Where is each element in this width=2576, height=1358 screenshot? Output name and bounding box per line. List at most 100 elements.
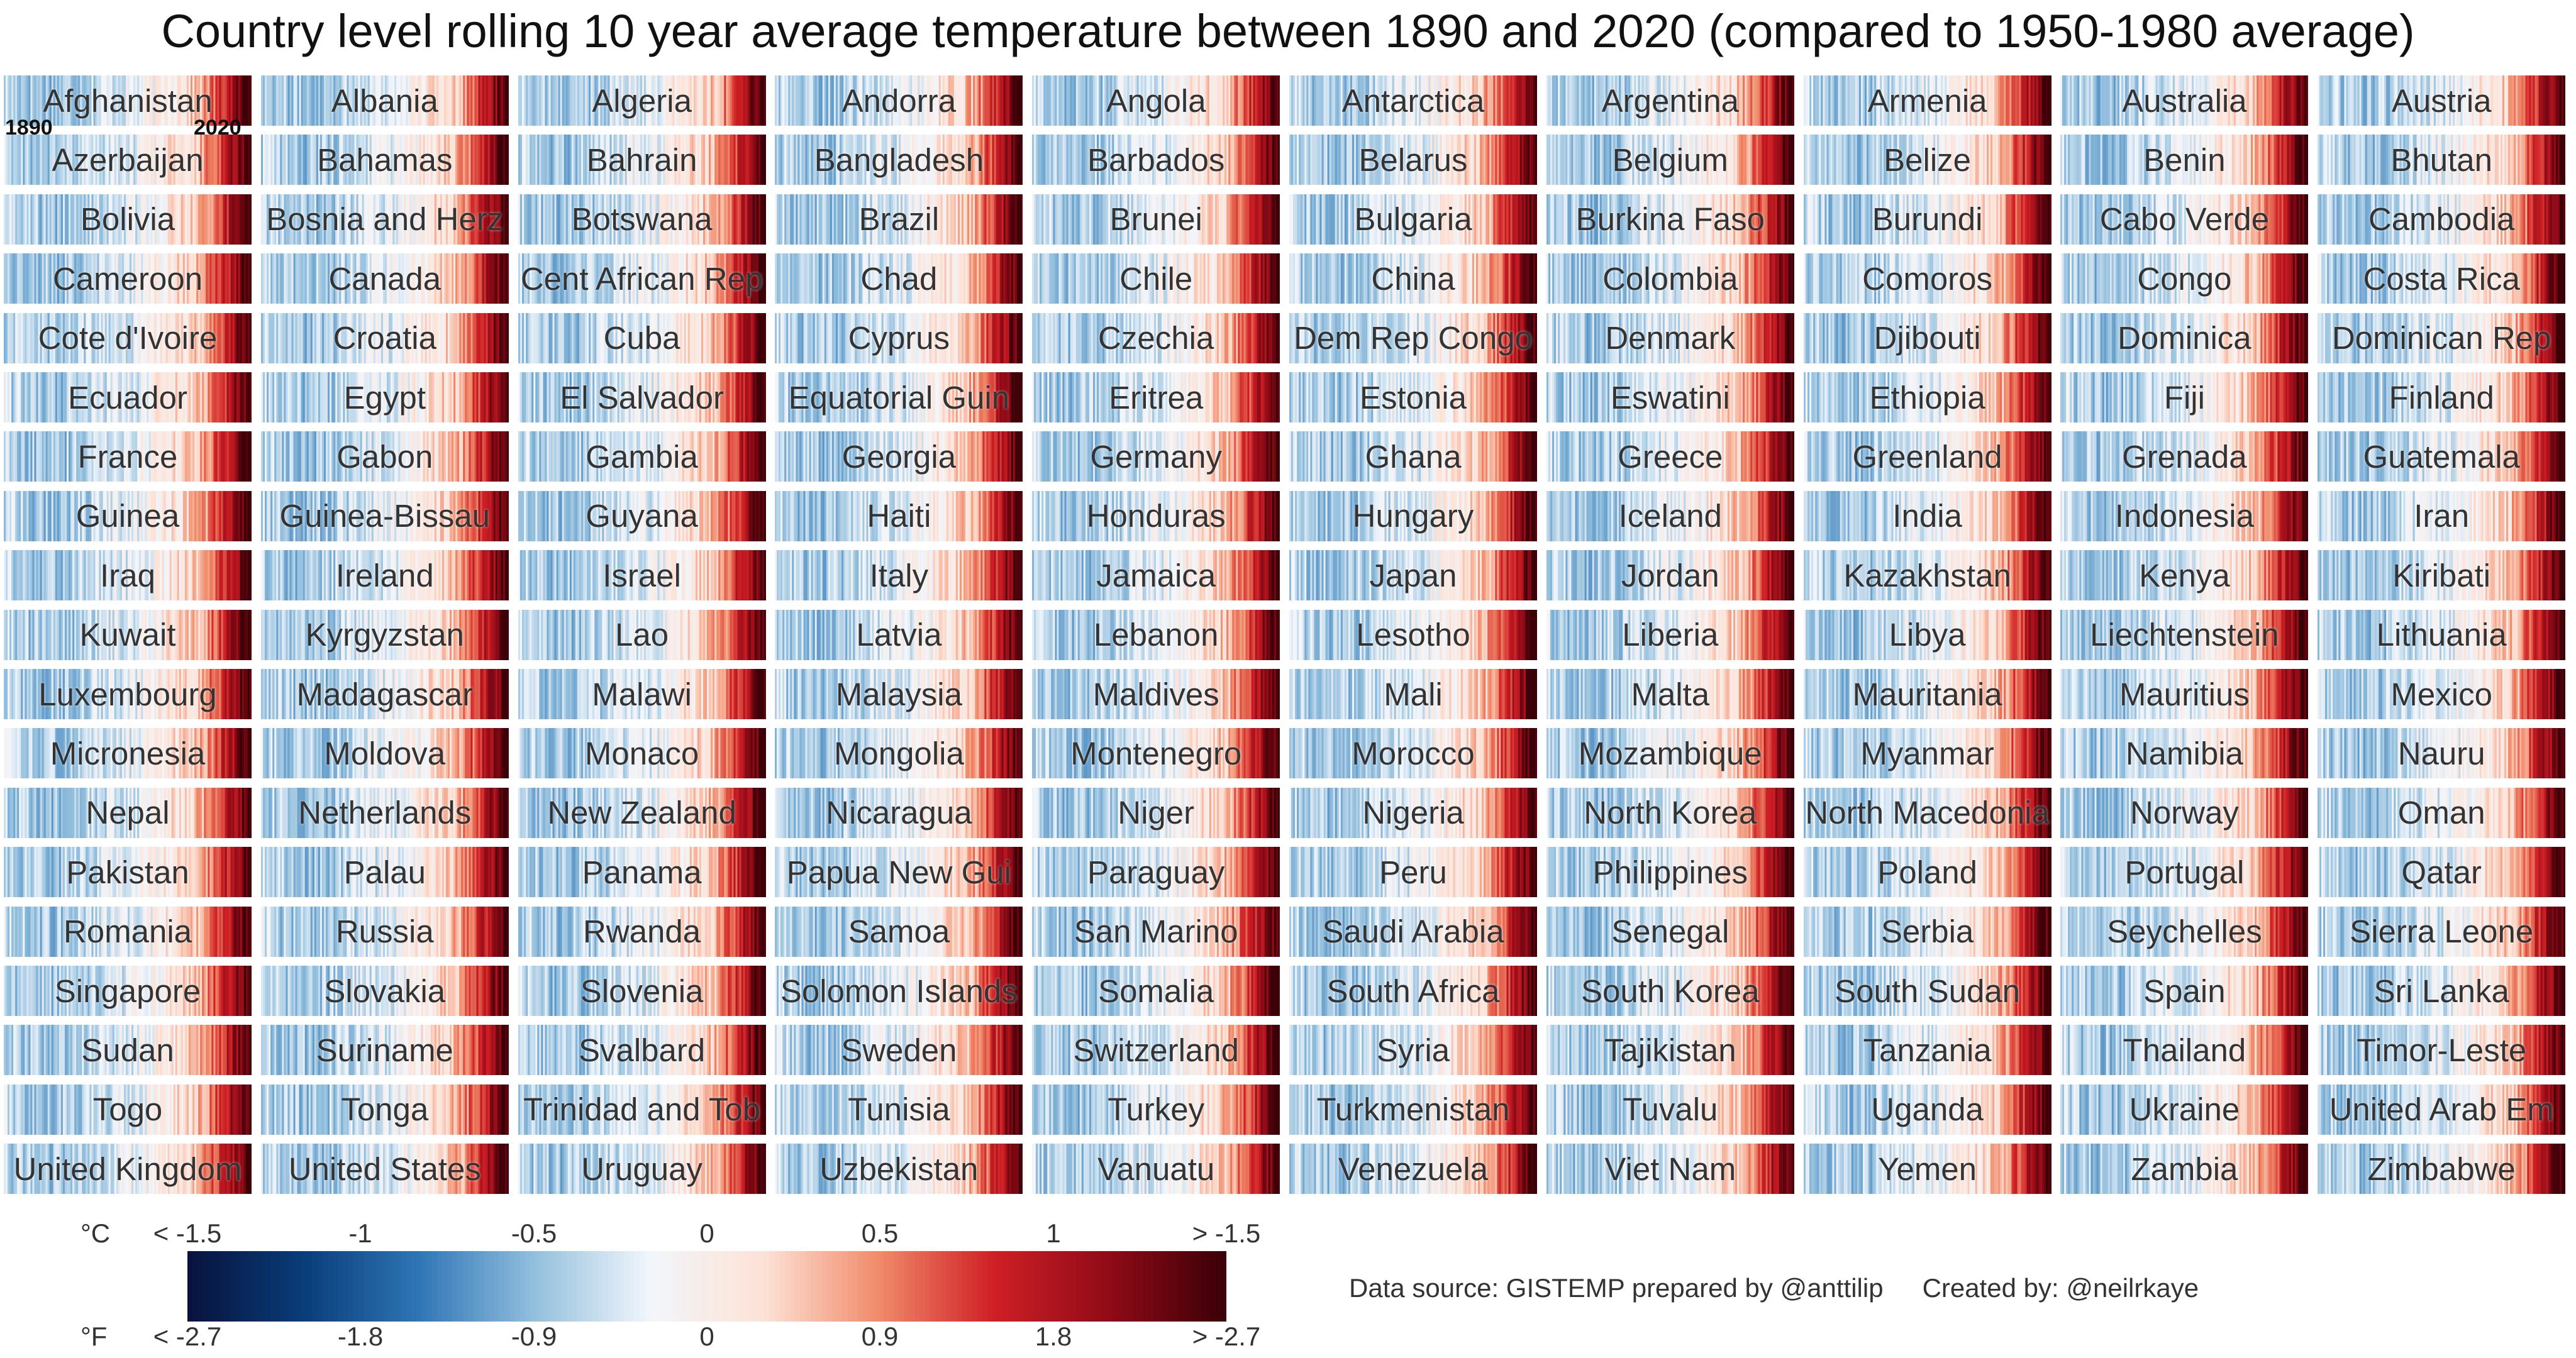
year-bar	[1657, 75, 1660, 126]
year-bar	[1257, 75, 1260, 126]
year-bar	[956, 75, 958, 126]
year-bar	[1754, 75, 1757, 126]
year-bar	[1167, 194, 1170, 245]
year-bar	[1982, 194, 1985, 245]
year-bar	[1424, 194, 1427, 245]
year-bar	[908, 194, 911, 245]
year-bar	[93, 75, 96, 126]
year-bar	[2043, 194, 2046, 245]
year-bar	[1560, 135, 1562, 185]
year-bar	[1809, 75, 1812, 126]
year-bar	[2420, 75, 2423, 126]
year-bar	[104, 75, 108, 126]
year-bar	[474, 75, 477, 126]
year-bar	[947, 194, 949, 245]
year-bar	[518, 135, 521, 185]
year-bar	[1562, 194, 1564, 245]
year-bar	[1577, 194, 1579, 245]
year-bar	[1196, 75, 1199, 126]
year-bar	[1569, 194, 1572, 245]
year-bar	[2110, 75, 2112, 126]
year-bar	[1413, 75, 1416, 126]
year-bar	[89, 135, 92, 185]
year-bar	[1466, 75, 1469, 126]
year-bar	[2479, 75, 2482, 126]
year-bar	[1482, 194, 1484, 245]
year-bar	[2135, 194, 2138, 245]
year-bar	[518, 75, 521, 126]
year-bar	[545, 194, 547, 245]
year-bar	[1335, 135, 1338, 185]
year-bar	[826, 135, 829, 185]
year-bar	[1714, 75, 1717, 126]
year-bar	[1272, 75, 1275, 126]
year-bar	[845, 135, 848, 185]
year-bar	[2205, 135, 2208, 185]
year-bar	[280, 75, 282, 126]
year-bar	[1790, 194, 1793, 245]
year-bar	[291, 135, 294, 185]
year-bar	[1940, 135, 1943, 185]
year-bar	[1712, 194, 1715, 245]
year-bar	[2340, 135, 2343, 185]
year-bar	[104, 135, 108, 185]
year-bar	[9, 194, 12, 245]
year-bar	[1304, 75, 1307, 126]
year-bar	[2407, 75, 2410, 126]
year-bar	[272, 194, 275, 245]
year-bar	[645, 194, 648, 245]
year-bar	[866, 75, 869, 126]
year-bar	[860, 194, 863, 245]
year-bar	[1940, 75, 1943, 126]
year-bar	[1224, 135, 1227, 185]
year-bar	[1226, 135, 1229, 185]
year-bar	[2119, 75, 2122, 126]
year-bar	[1036, 135, 1038, 185]
year-bar	[997, 75, 1001, 126]
year-bar	[84, 194, 86, 245]
year-bar	[487, 194, 491, 245]
country-label: Cabo Verde	[2060, 194, 2308, 245]
year-bar	[234, 135, 237, 185]
year-bar	[21, 135, 23, 185]
year-bar	[260, 75, 264, 126]
year-bar	[373, 194, 376, 245]
year-bar	[1142, 194, 1145, 245]
year-bar	[2355, 75, 2358, 126]
country-label: Bangladesh	[775, 135, 1023, 185]
year-bar	[1319, 194, 1323, 245]
year-bar	[11, 75, 14, 126]
year-bar	[319, 75, 323, 126]
year-bar	[594, 194, 597, 245]
year-bar	[845, 194, 848, 245]
year-bar	[434, 75, 437, 126]
year-bar	[960, 75, 963, 126]
year-bar	[935, 135, 938, 185]
year-bar	[923, 135, 926, 185]
year-bar	[345, 194, 347, 245]
year-bar	[902, 194, 906, 245]
year-bar	[1555, 75, 1558, 126]
year-bar	[1504, 135, 1507, 185]
year-bar	[2045, 135, 2048, 185]
year-bar	[1160, 75, 1162, 126]
year-bar	[2466, 75, 2469, 126]
year-bar	[1710, 135, 1713, 185]
year-bar	[2012, 75, 2016, 126]
year-bar	[495, 194, 498, 245]
year-bar	[1527, 135, 1530, 185]
year-bar	[295, 135, 297, 185]
year-bar	[1072, 75, 1075, 126]
year-bar	[1562, 75, 1564, 126]
year-bar	[1009, 135, 1012, 185]
year-bar	[1179, 75, 1182, 126]
year-bar	[356, 194, 358, 245]
year-bar	[1304, 194, 1307, 245]
year-bar	[408, 135, 410, 185]
year-bar	[853, 75, 856, 126]
year-bar	[1992, 75, 1995, 126]
year-bar	[1565, 194, 1568, 245]
year-bar	[1457, 194, 1460, 245]
year-bar	[276, 194, 279, 245]
year-bar	[2240, 135, 2242, 185]
